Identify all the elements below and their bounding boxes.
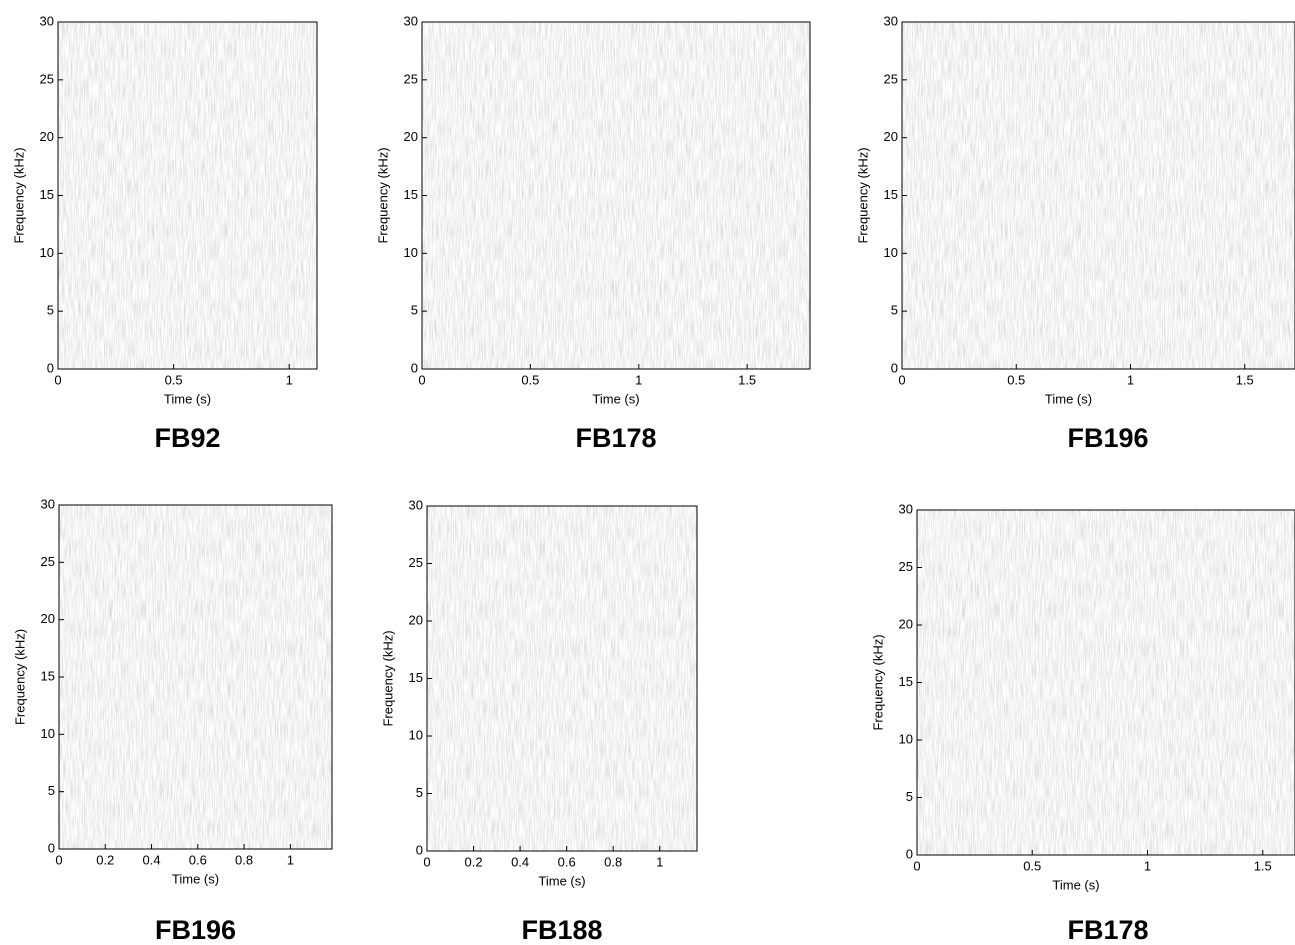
panel-title: FB196 [155, 915, 236, 945]
y-tick-label: 25 [409, 555, 423, 570]
x-tick-label: 1 [286, 372, 293, 387]
panel-title: FB178 [575, 423, 656, 453]
y-tick-label: 20 [40, 129, 54, 144]
y-tick-label: 0 [411, 360, 418, 375]
y-tick-label: 10 [899, 731, 913, 746]
x-tick-label: 1.5 [738, 372, 756, 387]
y-tick-label: 15 [899, 674, 913, 689]
x-tick-label: 0.2 [465, 854, 483, 869]
y-tick-label: 25 [40, 71, 54, 86]
y-tick-label: 0 [47, 360, 54, 375]
y-tick-label: 20 [41, 611, 55, 626]
x-tick-label: 0.4 [511, 854, 529, 869]
y-axis-label: Frequency (kHz) [870, 634, 885, 730]
x-tick-label: 0.5 [165, 372, 183, 387]
y-tick-label: 0 [906, 846, 913, 861]
y-tick-label: 30 [40, 13, 54, 28]
x-tick-label: 0.8 [235, 852, 253, 867]
y-tick-label: 25 [884, 71, 898, 86]
x-tick-label: 0 [898, 372, 905, 387]
y-tick-label: 5 [411, 303, 418, 318]
y-tick-label: 10 [409, 727, 423, 742]
y-tick-label: 5 [906, 789, 913, 804]
x-tick-label: 1 [635, 372, 642, 387]
y-axis-label: Frequency (kHz) [375, 147, 390, 243]
x-tick-label: 0.6 [558, 854, 576, 869]
x-tick-label: 0.2 [96, 852, 114, 867]
x-axis-label: Time (s) [172, 871, 219, 886]
x-tick-label: 1.5 [1254, 858, 1272, 873]
y-tick-label: 10 [404, 245, 418, 260]
x-tick-label: 1 [656, 854, 663, 869]
x-tick-label: 0.5 [1007, 372, 1025, 387]
y-tick-label: 10 [41, 726, 55, 741]
y-tick-label: 30 [884, 13, 898, 28]
y-tick-label: 5 [416, 785, 423, 800]
y-tick-label: 0 [48, 840, 55, 855]
y-tick-label: 15 [41, 668, 55, 683]
panel-title: FB92 [154, 423, 220, 453]
x-axis-label: Time (s) [592, 391, 639, 406]
x-tick-label: 1 [1127, 372, 1134, 387]
y-tick-label: 20 [404, 129, 418, 144]
y-tick-label: 20 [409, 612, 423, 627]
panel-title: FB178 [1067, 915, 1148, 945]
panel-title: FB188 [521, 915, 602, 945]
y-tick-label: 30 [409, 497, 423, 512]
x-tick-label: 0 [55, 852, 62, 867]
x-tick-label: 0.4 [143, 852, 161, 867]
x-tick-label: 0 [418, 372, 425, 387]
y-tick-label: 10 [40, 245, 54, 260]
y-tick-label: 25 [404, 71, 418, 86]
spectrogram-texture [59, 505, 332, 849]
y-axis-label: Frequency (kHz) [11, 147, 26, 243]
y-axis-label: Frequency (kHz) [380, 630, 395, 726]
y-tick-label: 5 [891, 303, 898, 318]
spectrogram-texture [917, 510, 1295, 855]
x-tick-label: 1.5 [1236, 372, 1254, 387]
x-tick-label: 0 [913, 858, 920, 873]
panel-title: FB196 [1067, 423, 1148, 453]
x-tick-label: 0 [423, 854, 430, 869]
spectrogram-texture [902, 22, 1295, 369]
y-tick-label: 30 [404, 13, 418, 28]
x-tick-label: 0.6 [189, 852, 207, 867]
y-tick-label: 0 [891, 360, 898, 375]
spectrogram-texture [58, 22, 317, 369]
x-axis-label: Time (s) [1045, 391, 1092, 406]
y-axis-label: Frequency (kHz) [12, 629, 27, 725]
x-tick-label: 0.8 [604, 854, 622, 869]
x-tick-label: 1 [287, 852, 294, 867]
x-tick-label: 0.5 [521, 372, 539, 387]
spectrogram-texture [427, 506, 697, 851]
y-tick-label: 30 [41, 496, 55, 511]
y-tick-label: 15 [40, 187, 54, 202]
x-axis-label: Time (s) [538, 873, 585, 888]
y-tick-label: 25 [899, 559, 913, 574]
y-tick-label: 15 [404, 187, 418, 202]
y-tick-label: 15 [884, 187, 898, 202]
spectrogram-texture [422, 22, 810, 369]
y-tick-label: 0 [416, 842, 423, 857]
y-tick-label: 25 [41, 554, 55, 569]
y-tick-label: 10 [884, 245, 898, 260]
y-tick-label: 30 [899, 501, 913, 516]
y-tick-label: 20 [899, 616, 913, 631]
y-tick-label: 5 [47, 303, 54, 318]
x-axis-label: Time (s) [164, 391, 211, 406]
y-tick-label: 15 [409, 670, 423, 685]
x-tick-label: 1 [1144, 858, 1151, 873]
x-axis-label: Time (s) [1052, 877, 1099, 892]
y-axis-label: Frequency (kHz) [855, 147, 870, 243]
x-tick-label: 0 [54, 372, 61, 387]
y-tick-label: 5 [48, 783, 55, 798]
x-tick-label: 0.5 [1023, 858, 1041, 873]
y-tick-label: 20 [884, 129, 898, 144]
